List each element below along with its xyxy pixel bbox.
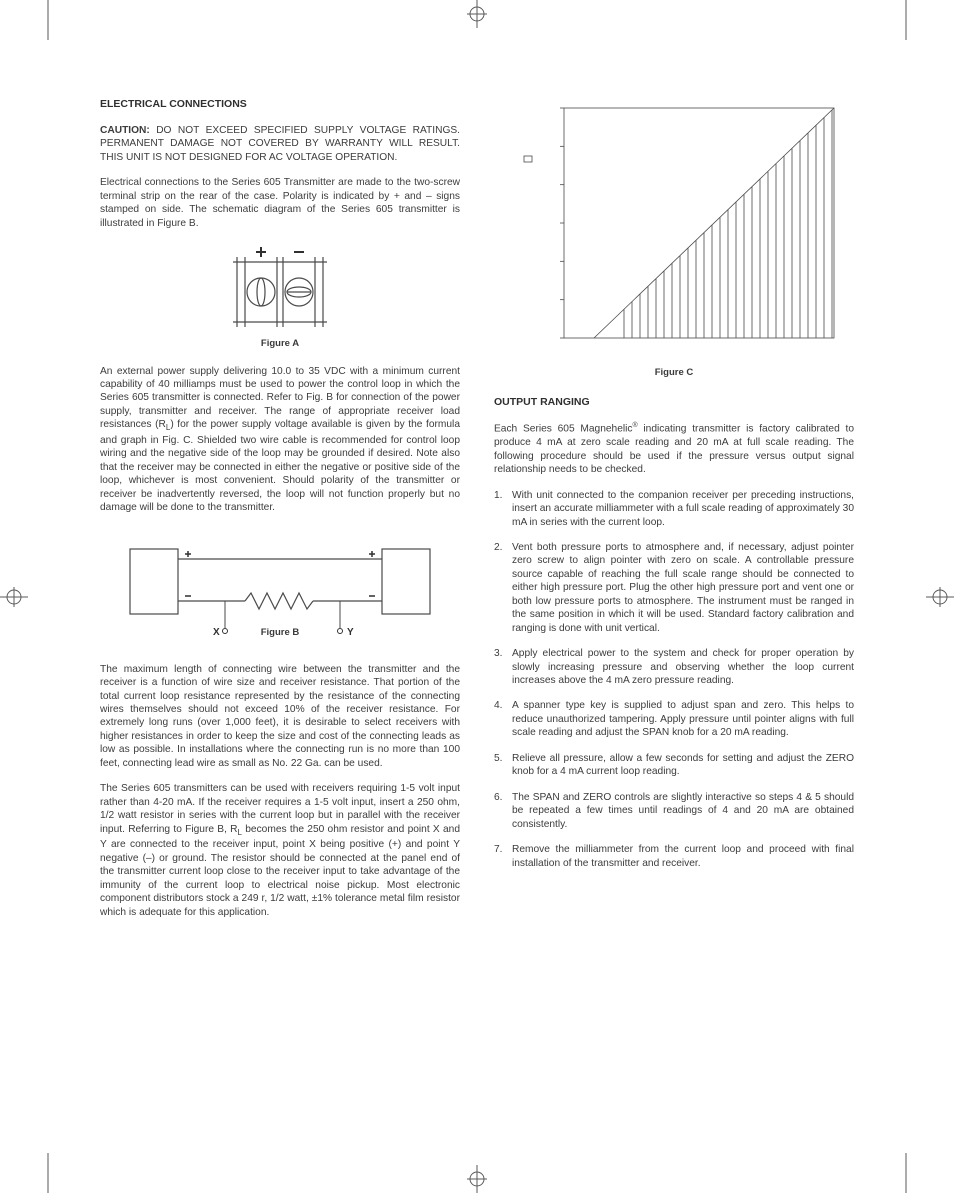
page: ELECTRICAL CONNECTIONS CAUTION: DO NOT E…: [0, 0, 954, 1193]
figure-c: [504, 98, 844, 353]
caution-text: DO NOT EXCEED SPECIFIED SUPPLY VOLTAGE R…: [100, 125, 460, 163]
left-column: ELECTRICAL CONNECTIONS CAUTION: DO NOT E…: [100, 98, 460, 931]
figure-a-caption: Figure A: [100, 338, 460, 351]
para-intro: Each Series 605 Magnehelic® indicating t…: [494, 421, 854, 476]
figure-c-wrap: Figure C: [494, 98, 854, 380]
para-connections: Electrical connections to the Series 605…: [100, 176, 460, 230]
figure-b-wrap: X Y Figure B: [100, 529, 460, 649]
figb-y-label: Y: [347, 627, 354, 638]
figb-x-label: X: [213, 627, 220, 638]
procedure-step: Remove the milliammeter from the current…: [512, 843, 854, 870]
procedure-step: A spanner type key is supplied to adjust…: [512, 699, 854, 739]
procedure-step: Apply electrical power to the system and…: [512, 647, 854, 687]
caution-label: CAUTION:: [100, 125, 150, 136]
para4-b: becomes the 250 ohm resistor and point X…: [100, 824, 460, 918]
intro-a: Each Series 605 Magnehelic: [494, 424, 632, 435]
para-voltage-input: The Series 605 transmitters can be used …: [100, 782, 460, 919]
procedure-step: The SPAN and ZERO controls are slightly …: [512, 791, 854, 831]
content-area: ELECTRICAL CONNECTIONS CAUTION: DO NOT E…: [100, 98, 854, 931]
figure-a: [215, 242, 345, 332]
heading-electrical: ELECTRICAL CONNECTIONS: [100, 98, 460, 112]
figure-c-caption: Figure C: [494, 367, 854, 380]
figure-b-caption-inline: Figure B: [261, 627, 300, 638]
procedure-step: Vent both pressure ports to atmosphere a…: [512, 541, 854, 635]
figure-a-wrap: Figure A: [100, 242, 460, 351]
para2-b: ) for the power supply voltage available…: [100, 419, 460, 513]
para-wire-length: The maximum length of connecting wire be…: [100, 663, 460, 771]
procedure-list: With unit connected to the companion rec…: [494, 489, 854, 870]
procedure-step: Relieve all pressure, allow a few second…: [512, 752, 854, 779]
spacer: [100, 649, 460, 663]
right-column: Figure C OUTPUT RANGING Each Series 605 …: [494, 98, 854, 931]
procedure-step: With unit connected to the companion rec…: [512, 489, 854, 529]
figure-b: X Y Figure B: [125, 529, 435, 649]
caution-para: CAUTION: DO NOT EXCEED SPECIFIED SUPPLY …: [100, 124, 460, 164]
para-power-supply: An external power supply delivering 10.0…: [100, 365, 460, 515]
heading-output-ranging: OUTPUT RANGING: [494, 396, 854, 410]
